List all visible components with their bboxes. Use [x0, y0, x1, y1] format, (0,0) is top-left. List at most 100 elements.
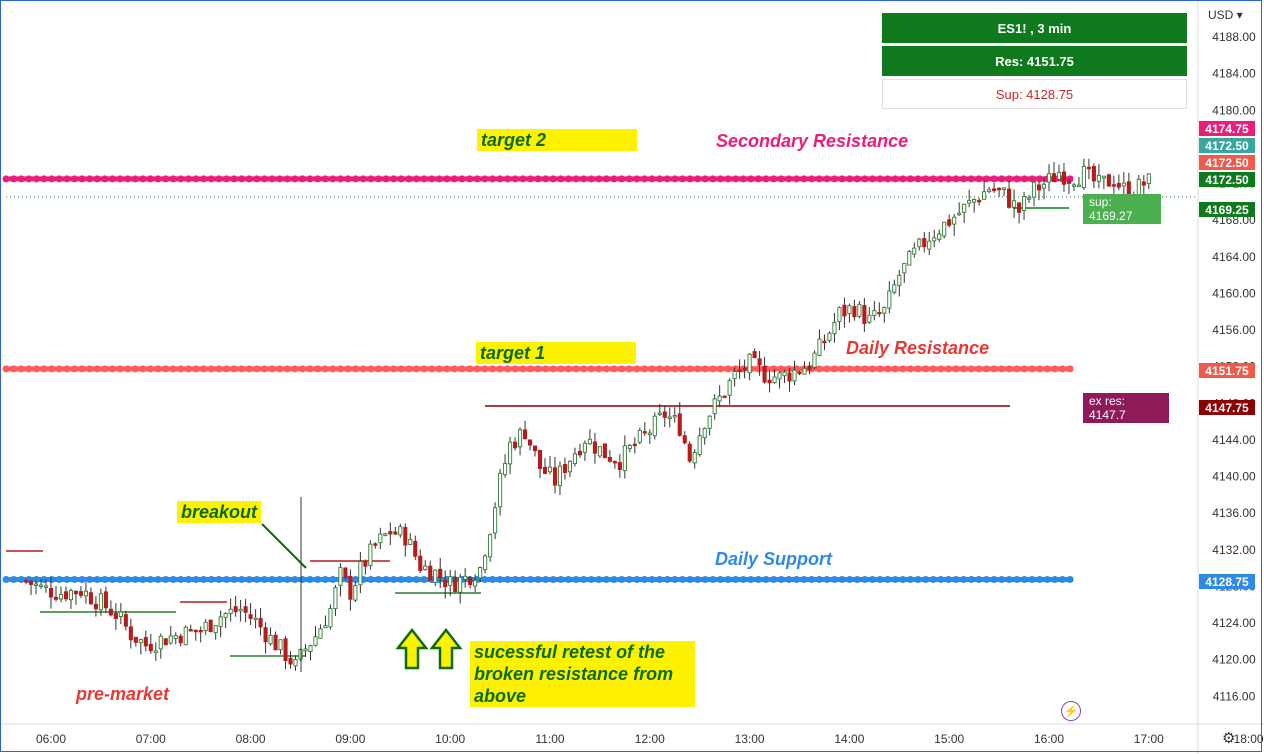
- candle[interactable]: [343, 567, 348, 579]
- candle[interactable]: [707, 415, 712, 429]
- candle[interactable]: [1056, 171, 1062, 180]
- candle[interactable]: [263, 627, 268, 643]
- candle[interactable]: [972, 199, 977, 203]
- candle[interactable]: [253, 617, 258, 621]
- candle[interactable]: [338, 567, 343, 586]
- candle[interactable]: [288, 657, 293, 665]
- candle[interactable]: [1146, 173, 1151, 184]
- candle[interactable]: [168, 635, 173, 644]
- candle[interactable]: [208, 619, 213, 632]
- candle[interactable]: [612, 460, 617, 464]
- candle[interactable]: [93, 603, 98, 610]
- candle[interactable]: [278, 639, 283, 651]
- candle[interactable]: [458, 576, 463, 593]
- candle[interactable]: [902, 262, 907, 274]
- candle[interactable]: [737, 369, 742, 373]
- candle[interactable]: [672, 414, 677, 418]
- candle[interactable]: [942, 221, 947, 237]
- candle[interactable]: [468, 577, 473, 586]
- candle[interactable]: [103, 591, 108, 609]
- candle[interactable]: [43, 585, 49, 588]
- candle[interactable]: [1076, 184, 1081, 188]
- candle[interactable]: [982, 191, 987, 200]
- candle[interactable]: [912, 247, 917, 255]
- candle[interactable]: [218, 616, 223, 627]
- candle[interactable]: [118, 611, 123, 617]
- candle[interactable]: [243, 606, 248, 613]
- candle[interactable]: [393, 531, 398, 535]
- candle[interactable]: [213, 625, 218, 634]
- candle[interactable]: [58, 593, 64, 600]
- candle[interactable]: [348, 575, 353, 600]
- candle[interactable]: [133, 636, 138, 643]
- candle[interactable]: [488, 534, 493, 558]
- candle[interactable]: [697, 435, 702, 456]
- candle[interactable]: [28, 580, 34, 585]
- candle[interactable]: [513, 441, 518, 449]
- candle[interactable]: [547, 466, 553, 473]
- candle[interactable]: [438, 568, 443, 579]
- candle[interactable]: [812, 352, 817, 368]
- candle[interactable]: [642, 431, 647, 434]
- candle[interactable]: [657, 412, 662, 416]
- candle[interactable]: [687, 443, 692, 462]
- candle[interactable]: [617, 462, 622, 470]
- candle[interactable]: [323, 625, 328, 629]
- candle[interactable]: [917, 238, 922, 248]
- candle[interactable]: [483, 555, 488, 570]
- candle[interactable]: [143, 637, 148, 647]
- candle[interactable]: [503, 463, 508, 476]
- currency-selector[interactable]: USD ▾: [1208, 8, 1243, 22]
- candle[interactable]: [463, 575, 468, 580]
- candle[interactable]: [542, 466, 548, 474]
- candle[interactable]: [1111, 184, 1116, 187]
- candle[interactable]: [1026, 197, 1032, 200]
- candle[interactable]: [1071, 184, 1076, 187]
- candle[interactable]: [238, 608, 243, 612]
- candle[interactable]: [957, 212, 962, 216]
- candle[interactable]: [727, 380, 732, 396]
- candle[interactable]: [1101, 175, 1106, 179]
- candle[interactable]: [997, 187, 1002, 191]
- candle[interactable]: [78, 591, 83, 596]
- candle[interactable]: [24, 580, 29, 583]
- candle[interactable]: [478, 567, 483, 579]
- candle[interactable]: [742, 367, 747, 371]
- candle[interactable]: [767, 379, 772, 384]
- candle[interactable]: [178, 635, 183, 644]
- candle[interactable]: [233, 606, 238, 613]
- candle[interactable]: [647, 432, 652, 435]
- candle[interactable]: [428, 565, 433, 581]
- candle[interactable]: [722, 395, 727, 399]
- candle[interactable]: [527, 439, 533, 446]
- candle[interactable]: [53, 596, 59, 600]
- candle[interactable]: [83, 590, 88, 597]
- candle[interactable]: [378, 533, 383, 544]
- candle[interactable]: [582, 442, 587, 453]
- candle[interactable]: [922, 238, 927, 248]
- candle[interactable]: [453, 577, 458, 592]
- candle[interactable]: [662, 411, 667, 418]
- candle[interactable]: [962, 203, 967, 213]
- candle[interactable]: [947, 219, 952, 226]
- candle[interactable]: [203, 621, 208, 632]
- candle[interactable]: [927, 240, 932, 250]
- candle[interactable]: [158, 635, 163, 650]
- candle[interactable]: [597, 446, 602, 457]
- candle[interactable]: [328, 608, 333, 628]
- candle[interactable]: [508, 441, 513, 465]
- candle[interactable]: [577, 450, 582, 456]
- candle[interactable]: [523, 429, 528, 440]
- candle[interactable]: [173, 635, 178, 639]
- candle[interactable]: [1007, 188, 1012, 208]
- candle[interactable]: [792, 369, 797, 382]
- candle[interactable]: [413, 540, 418, 557]
- sup-callout[interactable]: sup: 4169.27: [1083, 194, 1161, 224]
- candle[interactable]: [403, 527, 408, 546]
- candle[interactable]: [423, 565, 428, 571]
- candle[interactable]: [852, 306, 857, 318]
- candle[interactable]: [847, 305, 852, 315]
- candle[interactable]: [518, 429, 523, 448]
- candle[interactable]: [63, 591, 69, 600]
- candle[interactable]: [887, 290, 892, 309]
